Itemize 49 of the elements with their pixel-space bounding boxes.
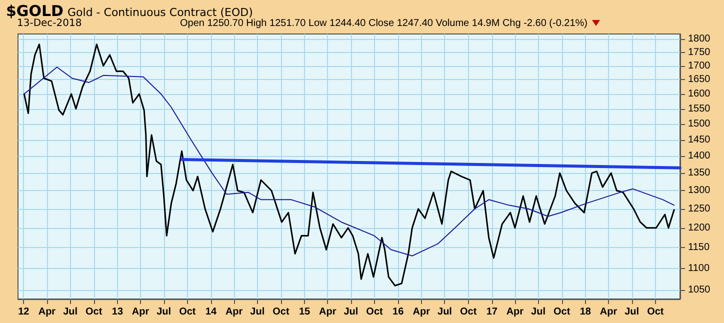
x-tick-label: 17 xyxy=(486,306,498,318)
y-tick-label: 1650 xyxy=(688,74,711,86)
y-tick-label: 1200 xyxy=(688,222,711,234)
y-tick-label: 1600 xyxy=(688,88,711,100)
x-tick-label: Oct xyxy=(86,306,103,318)
y-tick-label: 1750 xyxy=(688,46,711,58)
x-tick-label: Jul xyxy=(156,306,172,318)
x-tick-label: Apr xyxy=(506,306,524,318)
x-tick-label: Jul xyxy=(624,306,640,318)
y-tick-label: 1100 xyxy=(688,262,710,274)
y-tick-label: 1700 xyxy=(688,60,711,72)
y-tick-label: 1400 xyxy=(688,150,711,162)
x-tick-label: Oct xyxy=(647,306,664,318)
x-tick-label: Oct xyxy=(272,306,290,318)
x-tick-label: Oct xyxy=(366,306,384,318)
x-tick-label: Oct xyxy=(460,306,478,318)
y-tick-label: 1450 xyxy=(688,134,711,146)
y-tick-label: 1500 xyxy=(688,118,711,130)
x-tick-label: 18 xyxy=(580,306,592,318)
x-tick-label: 14 xyxy=(205,306,217,318)
x-tick-label: Apr xyxy=(38,306,56,318)
y-tick-label: 1350 xyxy=(688,168,711,179)
y-tick-label: 1050 xyxy=(688,284,711,296)
x-tick-label: Jul xyxy=(250,306,265,318)
x-tick-label: 13 xyxy=(112,306,124,318)
x-tick-label: 15 xyxy=(298,306,311,318)
y-tick-label: 1250 xyxy=(688,203,711,214)
y-tick-label: 1550 xyxy=(688,103,711,114)
y-tick-label: 1150 xyxy=(688,242,710,254)
y-tick-label: 1300 xyxy=(688,185,711,196)
x-tick-label: Oct xyxy=(554,306,571,318)
x-tick-label: Oct xyxy=(179,306,196,318)
x-tick-label: Jul xyxy=(344,306,358,318)
x-tick-label: Jul xyxy=(531,306,546,318)
line-series xyxy=(23,44,675,286)
x-tick-label: Apr xyxy=(132,306,150,318)
chart-title: $GOLD Gold - Continuous Contract (EOD) xyxy=(6,2,253,20)
x-tick-label: Jul xyxy=(63,306,78,318)
x-tick-label: Apr xyxy=(318,306,336,318)
x-tick-label: 12 xyxy=(18,306,30,318)
x-tick-label: Jul xyxy=(438,306,452,318)
line-series xyxy=(24,66,675,256)
x-tick-label: Apr xyxy=(225,306,243,318)
text: Open 1250.70 High 1251.70 Low 1244.40 Close 1247.40 Volume 14.9M Chg -2.60 (-0.21%) xyxy=(180,18,588,29)
y-tick-label: 1800 xyxy=(688,34,711,45)
x-tick-label: Apr xyxy=(600,306,618,318)
x-tick-label: 16 xyxy=(392,306,404,318)
x-tick-label: Apr xyxy=(412,306,430,318)
chart-subtitle: 13-Dec-2018 xyxy=(17,18,82,29)
